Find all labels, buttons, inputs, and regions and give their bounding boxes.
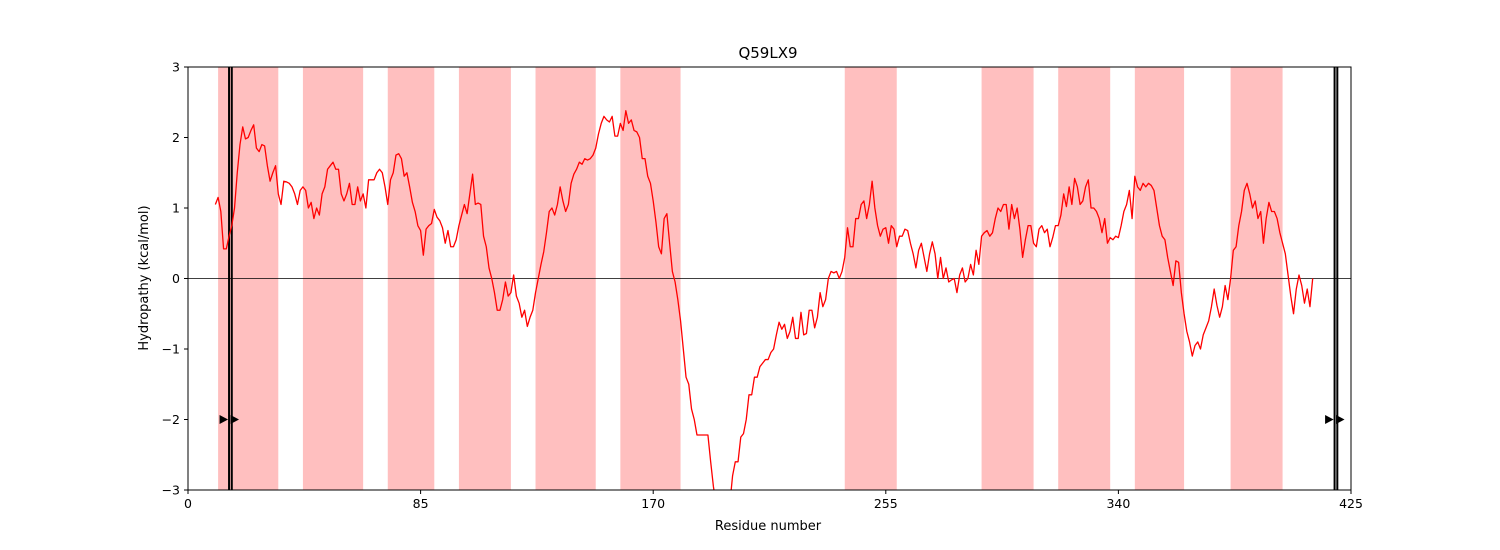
arrow-marker: [230, 415, 240, 424]
plot-content: [188, 67, 1351, 490]
y-tick-label: 1: [172, 201, 180, 216]
chart-title: Q59LX9: [738, 44, 797, 62]
x-tick-label: 170: [641, 496, 665, 511]
hydropathy-line: [214, 110, 1314, 490]
y-tick-label: 2: [172, 130, 180, 145]
y-tick-label: −2: [162, 412, 180, 427]
y-tick-label: 3: [172, 60, 180, 75]
arrow-marker: [219, 415, 229, 424]
y-tick-label: −1: [162, 342, 180, 357]
plot-area: 0 85 170 255 340 425 −3 −2 −1 0 1 2 3: [162, 60, 1363, 512]
x-tick-label: 425: [1339, 496, 1363, 511]
x-axis-label: Residue number: [715, 519, 822, 534]
x-tick-label: 340: [1106, 496, 1130, 511]
x-tick-label: 85: [413, 496, 429, 511]
y-axis-label: Hydropathy (kcal/mol): [137, 205, 152, 350]
arrow-marker: [1336, 415, 1345, 424]
y-tick-label: −3: [162, 483, 180, 498]
x-tick-label: 255: [874, 496, 898, 511]
y-tick-label: 0: [172, 271, 180, 286]
arrow-marker: [1325, 415, 1334, 424]
x-tick-label: 0: [184, 496, 192, 511]
